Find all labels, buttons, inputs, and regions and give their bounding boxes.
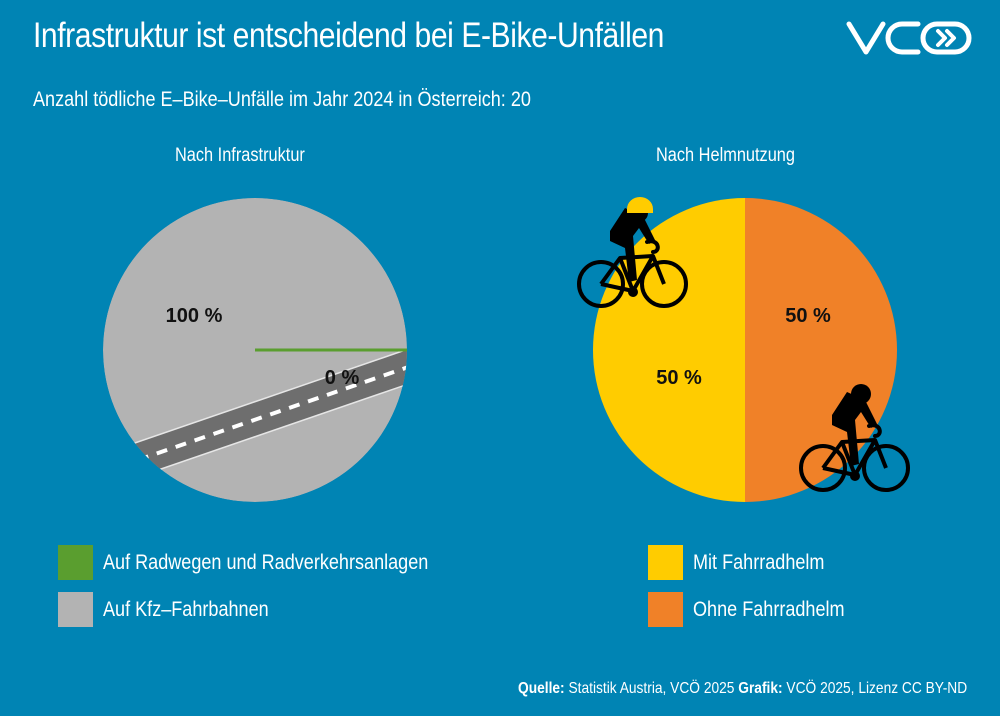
road-center-line	[103, 361, 407, 475]
source-label: Quelle:	[518, 680, 565, 697]
subtitle: Anzahl tödliche E–Bike–Unfälle im Jahr 2…	[33, 88, 531, 111]
legend-label: Ohne Fahrradhelm	[693, 597, 845, 621]
legend-label: Auf Kfz–Fahrbahnen	[103, 597, 269, 621]
pie-infrastructure: 100 % 0 %	[103, 198, 407, 502]
slice-label-radwege: 0 %	[325, 367, 360, 389]
source-text: Statistik Austria, VCÖ 2025	[564, 680, 739, 697]
chart-title-helmet: Nach Helmnutzung	[656, 145, 795, 166]
slice-label-without-helmet: 50 %	[785, 305, 831, 327]
legend-item-with-helmet: Mit Fahrradhelm	[648, 545, 846, 580]
source-credit: Quelle: Statistik Austria, VCÖ 2025 Graf…	[518, 680, 967, 698]
legend-label: Auf Radwegen und Radverkehrsanlagen	[103, 550, 429, 574]
pie-helmet: 50 % 50 %	[577, 197, 910, 502]
pie-slice-without-helmet	[745, 198, 897, 502]
legend-item-without-helmet: Ohne Fahrradhelm	[648, 592, 869, 627]
graphic-label: Grafik:	[738, 680, 783, 697]
road-edge-top	[103, 344, 407, 456]
slice-label-with-helmet: 50 %	[656, 367, 702, 389]
legend-swatch-orange	[648, 592, 683, 627]
chart-title-infrastructure: Nach Infrastruktur	[175, 145, 305, 166]
legend-item-kfz: Auf Kfz–Fahrbahnen	[58, 592, 296, 627]
page-title: Infrastruktur ist entscheidend bei E-Bik…	[33, 16, 664, 55]
vco-logo	[846, 21, 972, 55]
legend-swatch-yellow	[648, 545, 683, 580]
slice-label-kfz: 100 %	[166, 305, 223, 327]
cyclist-without-helmet-icon	[799, 384, 910, 492]
legend-swatch-grey	[58, 592, 93, 627]
legend-swatch-green	[58, 545, 93, 580]
legend-label: Mit Fahrradhelm	[693, 550, 825, 574]
graphic-text: VCÖ 2025, Lizenz CC BY-ND	[782, 680, 968, 697]
cyclist-with-helmet-icon	[577, 197, 688, 308]
legend-item-radwege: Auf Radwegen und Radverkehrsanlagen	[58, 545, 481, 580]
